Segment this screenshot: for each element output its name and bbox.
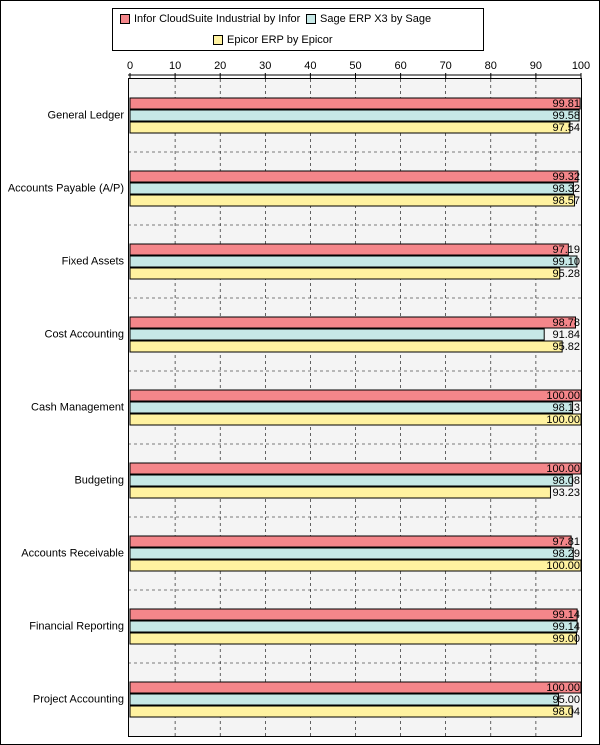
y-tick-label: Budgeting [74,474,124,486]
bar [129,462,582,475]
x-tick-label: 90 [530,60,542,72]
bar [129,255,578,268]
value-label: 98.13 [552,402,580,414]
value-label: 95.28 [552,268,580,280]
value-label: 100.00 [546,414,580,426]
y-tick-label: General Ledger [48,109,125,121]
x-tick-label: 0 [127,60,133,72]
bar [129,243,569,256]
legend-swatch [213,35,223,45]
legend-swatch [306,14,316,24]
bar [129,486,551,499]
value-label: 100.00 [546,682,580,694]
value-label: 93.23 [552,487,580,499]
legend-box [112,8,484,51]
bar [129,693,559,706]
x-tick-label: 30 [259,60,271,72]
x-tick-label: 80 [485,60,497,72]
value-label: 99.10 [552,256,580,268]
y-tick-label: Cost Accounting [45,328,125,340]
bar [129,401,574,414]
value-label: 97.81 [552,536,580,548]
value-label: 99.14 [552,609,580,621]
bar [129,681,582,694]
value-label: 99.00 [552,633,580,645]
bar [129,547,574,560]
value-label: 100.00 [546,463,580,475]
bar [129,413,582,426]
legend-label: Infor CloudSuite Industrial by Infor [134,13,301,25]
value-label: 98.04 [552,706,580,718]
y-tick-label: Cash Management [31,401,124,413]
value-label: 98.32 [552,183,580,195]
legend-swatch [120,14,130,24]
bar [129,109,580,122]
value-label: 98.78 [552,317,580,329]
bar [129,705,573,718]
y-tick-label: Fixed Assets [62,255,125,267]
value-label: 99.32 [552,171,580,183]
value-label: 100.00 [546,390,580,402]
bar [129,182,574,195]
y-tick-label: Financial Reporting [29,620,124,632]
bar [129,316,576,329]
value-label: 97.19 [552,244,580,256]
value-label: 95.00 [552,694,580,706]
bar [129,97,581,110]
value-label: 97.54 [552,122,580,134]
x-tick-label: 60 [394,60,406,72]
x-tick-label: 40 [304,60,316,72]
value-label: 99.81 [552,98,580,110]
bar [129,608,578,621]
bar [129,194,576,207]
bar [129,620,578,633]
legend-label: Sage ERP X3 by Sage [320,13,431,25]
x-tick-label: 10 [169,60,181,72]
y-tick-label: Accounts Payable (A/P) [8,182,124,194]
value-label: 100.00 [546,560,580,572]
x-tick-label: 20 [214,60,226,72]
value-label: 99.14 [552,621,580,633]
bar [129,535,572,548]
value-label: 98.57 [552,195,580,207]
value-label: 91.84 [552,329,580,341]
bar [129,474,573,487]
bar [129,389,582,402]
value-label: 99.58 [552,110,580,122]
value-label: 95.82 [552,341,580,353]
bar [129,121,571,134]
value-label: 98.29 [552,548,580,560]
value-label: 98.08 [552,475,580,487]
bar [129,632,577,645]
bar [129,170,579,183]
bar [129,340,563,353]
x-tick-label: 50 [349,60,361,72]
legend-label: Epicor ERP by Epicor [227,34,333,46]
bar [129,328,545,341]
bar [129,267,561,280]
y-tick-label: Accounts Receivable [21,547,124,559]
y-tick-label: Project Accounting [33,693,124,705]
x-tick-label: 70 [440,60,452,72]
x-tick-label: 100 [572,60,590,72]
bar [129,559,582,572]
